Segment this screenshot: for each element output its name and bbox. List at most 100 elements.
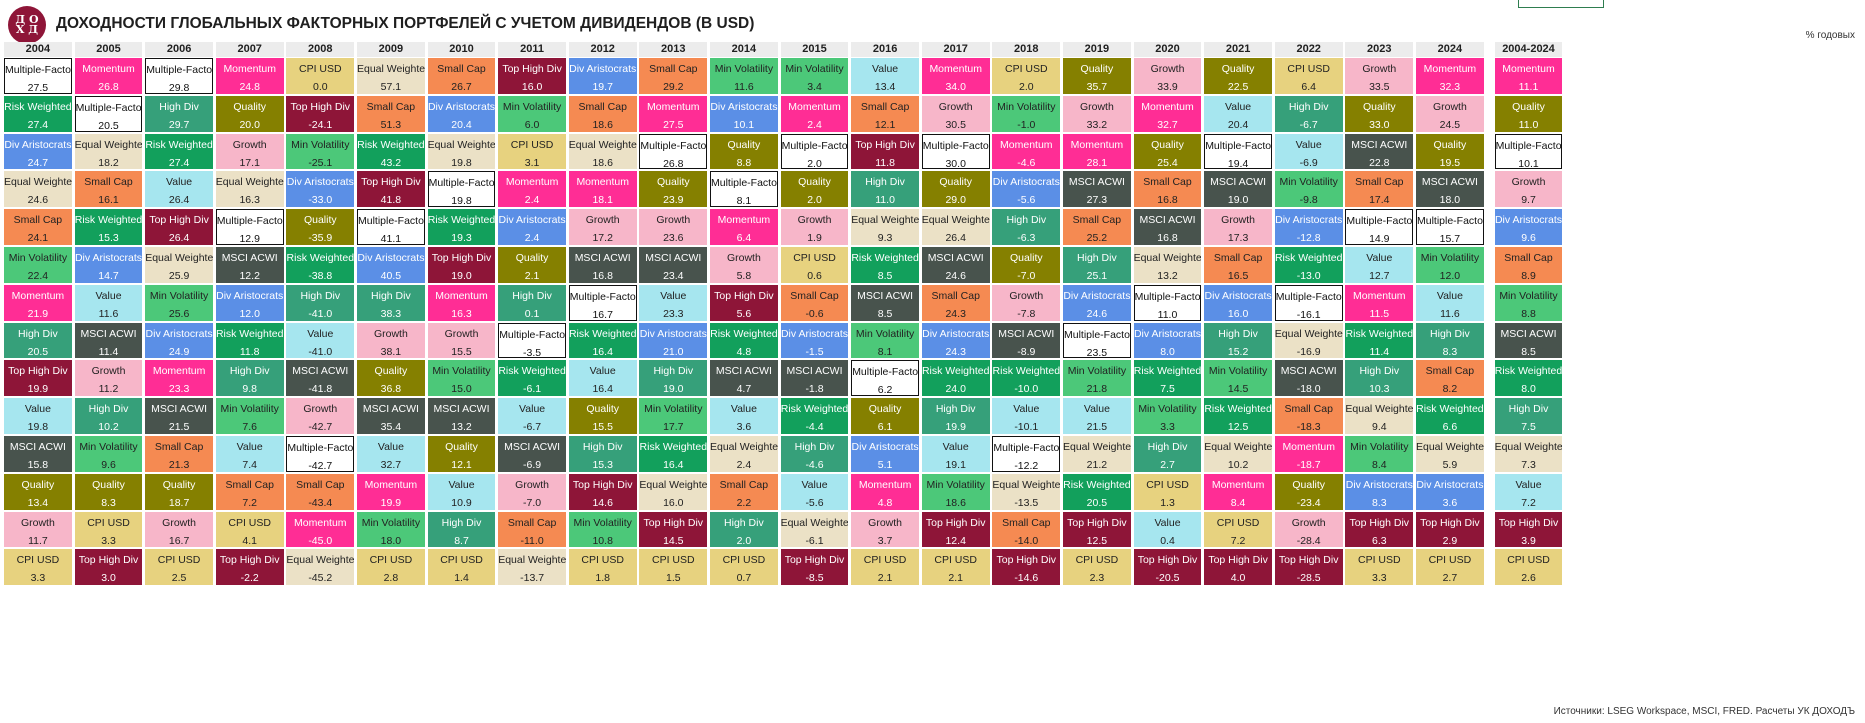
return-value: 13.4 bbox=[27, 496, 49, 509]
cell-high-div: High Div 15.3 bbox=[568, 436, 637, 472]
factor-name: CPI USD bbox=[510, 138, 554, 151]
cell-div-aristocrats: Div Aristocrats 19.7 bbox=[568, 58, 637, 94]
cell-risk-weighted: Risk Weighted -13.0 bbox=[1274, 247, 1343, 283]
cell-div-aristocrats: Div Aristocrats -1.5 bbox=[780, 322, 849, 359]
cell-div-aristocrats: Div Aristocrats 8.3 bbox=[1345, 473, 1414, 510]
return-value: 7.6 bbox=[242, 421, 257, 434]
year-header: 2019 bbox=[1063, 42, 1131, 57]
return-value: 3.3 bbox=[1371, 572, 1387, 585]
factor-name: Momentum bbox=[364, 478, 418, 491]
cell-high-div: High Div 8.7 bbox=[427, 511, 496, 548]
return-value: 7.5 bbox=[1160, 383, 1175, 396]
factor-name: Quality bbox=[303, 214, 337, 227]
factor-name: Quality bbox=[515, 252, 549, 264]
factor-name: Div Aristocrats bbox=[1494, 214, 1563, 227]
cell-multiple-factor: Multiple-Factor 10.1 bbox=[1494, 133, 1563, 170]
factor-name: Small Cap bbox=[649, 63, 698, 75]
factor-name: Quality bbox=[939, 176, 973, 189]
factor-name: Top High Div bbox=[8, 365, 68, 378]
return-value: 17.1 bbox=[239, 156, 260, 169]
return-value: 2.9 bbox=[1442, 534, 1458, 547]
return-value: -7.0 bbox=[523, 496, 542, 509]
cell-min-volatility: Min Volatility 15.0 bbox=[427, 360, 496, 397]
cell-msci-acwi: MSCI ACWI 22.8 bbox=[1345, 133, 1414, 170]
return-value: 20.0 bbox=[239, 118, 260, 131]
cell-risk-weighted: Risk Weighted 7.5 bbox=[1133, 360, 1202, 397]
return-value: 8.3 bbox=[1442, 345, 1458, 358]
factor-name: Momentum bbox=[1141, 100, 1194, 113]
factor-name: Value bbox=[1083, 403, 1110, 416]
factor-name: Div Aristocrats bbox=[780, 327, 849, 340]
factor-name: High Div bbox=[582, 441, 623, 453]
return-value: 15.8 bbox=[27, 459, 49, 471]
cell-top-high-div: Top High Div 16.0 bbox=[498, 58, 566, 94]
factor-name: Min Volatility bbox=[149, 289, 209, 302]
cell-multiple-factor: Multiple-Factor -3.5 bbox=[498, 322, 566, 359]
cell-top-high-div: Top High Div 2.9 bbox=[1416, 511, 1484, 548]
return-value: 11.5 bbox=[1369, 307, 1390, 320]
return-value: 7.5 bbox=[1521, 421, 1536, 434]
factor-name: Min Volatility bbox=[1499, 289, 1558, 302]
return-value: 2.7 bbox=[1442, 572, 1458, 585]
cell-cpi-usd: CPI USD 2.1 bbox=[851, 549, 919, 586]
cell-value: Value -5.6 bbox=[780, 473, 849, 510]
year-header: 2015 bbox=[780, 42, 849, 57]
return-value: 2.8 bbox=[383, 572, 399, 585]
return-value: 24.7 bbox=[27, 156, 49, 169]
return-value: 20.4 bbox=[451, 118, 472, 131]
factor-name: Equal Weighted bbox=[1345, 403, 1414, 416]
return-value: 5.8 bbox=[736, 270, 752, 282]
cell-momentum: Momentum 2.4 bbox=[498, 171, 566, 208]
return-value: 10.9 bbox=[451, 496, 472, 509]
return-value: -28.5 bbox=[1296, 572, 1321, 585]
return-value: 2.1 bbox=[524, 270, 540, 282]
return-value: 23.6 bbox=[663, 232, 684, 245]
cell-msci-acwi: MSCI ACWI 27.3 bbox=[1063, 171, 1131, 208]
return-value: 2.0 bbox=[1018, 81, 1034, 93]
cell-high-div: High Div 9.8 bbox=[215, 360, 284, 397]
return-value: 16.3 bbox=[451, 307, 472, 320]
return-value: 15.0 bbox=[451, 383, 472, 396]
return-value: 5.9 bbox=[1442, 459, 1458, 471]
return-value: 1.3 bbox=[1160, 496, 1175, 509]
factor-name: MSCI ACWI bbox=[857, 289, 914, 302]
cell-cpi-usd: CPI USD 1.5 bbox=[639, 549, 708, 586]
factor-name: Momentum bbox=[435, 289, 488, 302]
factor-name: Equal Weighted bbox=[1063, 441, 1131, 453]
cell-growth: Growth 15.5 bbox=[427, 322, 496, 359]
cell-equal-weighted: Equal Weighted 57.1 bbox=[357, 58, 425, 94]
return-value: 18.7 bbox=[168, 496, 190, 509]
cell-msci-acwi: MSCI ACWI 16.8 bbox=[568, 247, 637, 283]
return-value: -8.5 bbox=[805, 572, 824, 585]
cell-high-div: High Div 2.0 bbox=[710, 511, 778, 548]
factor-name: MSCI ACWI bbox=[504, 441, 561, 453]
cell-div-aristocrats: Div Aristocrats 16.0 bbox=[1204, 284, 1272, 321]
return-value: 24.9 bbox=[168, 345, 190, 358]
cell-msci-acwi: MSCI ACWI -8.9 bbox=[992, 322, 1061, 359]
return-value: 6.4 bbox=[736, 232, 752, 245]
cell-multiple-factor: Multiple-Factor 15.7 bbox=[1416, 209, 1484, 245]
return-value: 35.4 bbox=[380, 421, 402, 434]
factor-name: MSCI ACWI bbox=[1280, 365, 1337, 378]
return-value: 3.1 bbox=[524, 156, 540, 169]
cell-multiple-factor: Multiple-Factor 19.8 bbox=[427, 171, 496, 207]
cell-growth: Growth 17.2 bbox=[568, 209, 637, 245]
return-value: 5.6 bbox=[736, 307, 752, 320]
factor-name: Multiple-Factor bbox=[993, 442, 1060, 454]
factor-name: Value bbox=[307, 327, 334, 340]
factor-name: Top High Div bbox=[1278, 554, 1339, 567]
factor-name: High Div bbox=[1218, 327, 1258, 340]
cell-div-aristocrats: Div Aristocrats 3.6 bbox=[1416, 473, 1484, 510]
return-value: -8.9 bbox=[1017, 345, 1036, 358]
factor-name: Quality bbox=[92, 478, 125, 491]
cell-div-aristocrats: Div Aristocrats 9.6 bbox=[1494, 209, 1563, 245]
factor-name: Growth bbox=[656, 214, 691, 227]
factor-name: Multiple-Factor bbox=[1064, 328, 1130, 341]
return-value: 7.2 bbox=[242, 496, 257, 509]
cell-small-cap: Small Cap 51.3 bbox=[357, 95, 425, 132]
cell-value: Value 26.4 bbox=[145, 171, 213, 208]
factor-name: Value bbox=[1225, 100, 1252, 113]
return-value: 13.2 bbox=[1157, 270, 1178, 282]
factor-name: Value bbox=[24, 403, 51, 416]
